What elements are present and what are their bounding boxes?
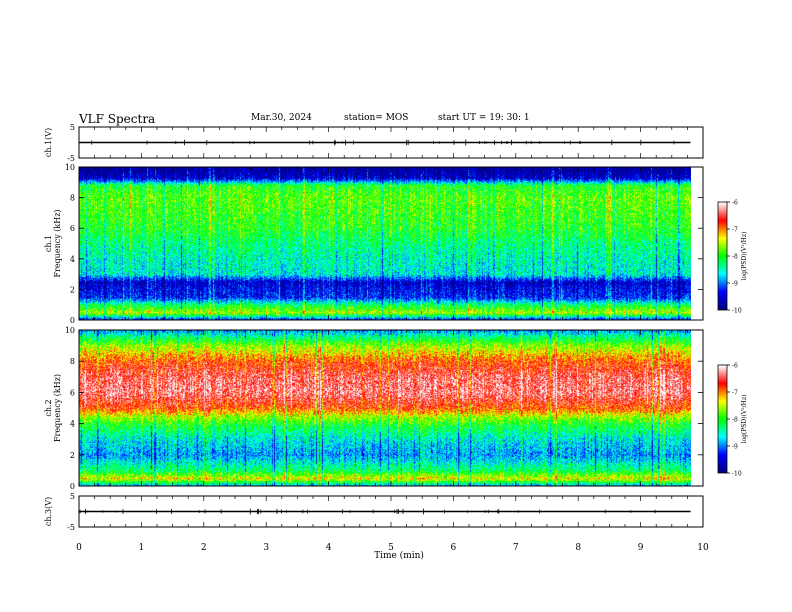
colorbar-tick-label: -9 bbox=[732, 281, 738, 288]
y-tick-label: 2 bbox=[70, 451, 75, 460]
y-tick-label: 6 bbox=[70, 224, 75, 233]
y-tick-label: -5 bbox=[67, 523, 75, 532]
y-axis-label: Frequency (kHz) bbox=[53, 374, 62, 442]
x-tick-label: 6 bbox=[451, 543, 457, 553]
plot-title: VLF Spectra bbox=[79, 112, 156, 126]
start-ut-label: start UT = 19: 30: 1 bbox=[438, 113, 530, 123]
y-tick-label: 10 bbox=[65, 326, 75, 335]
colorbar-tick-label: -7 bbox=[732, 390, 738, 397]
colorbar-tick-label: -10 bbox=[732, 471, 742, 478]
y-tick-label: 0 bbox=[70, 482, 75, 491]
x-tick-label: 0 bbox=[76, 543, 82, 553]
colorbar-label: log(PSD)(V²/Hz) bbox=[741, 232, 748, 281]
y-axis-label: ch.2 bbox=[44, 399, 53, 416]
x-tick-label: 9 bbox=[638, 543, 644, 553]
y-tick-label: 0 bbox=[70, 316, 75, 325]
y-tick-label: 8 bbox=[70, 194, 75, 203]
x-tick-label: 7 bbox=[513, 543, 519, 553]
colorbar-tick-label: -7 bbox=[732, 227, 738, 234]
y-tick-label: 6 bbox=[70, 388, 75, 397]
y-tick-label: 2 bbox=[70, 285, 75, 294]
y-axis-label: ch.1 bbox=[44, 235, 53, 252]
date-label: Mar.30, 2024 bbox=[251, 113, 312, 123]
x-tick-label: 1 bbox=[139, 543, 145, 553]
spectrogram-layer bbox=[79, 167, 727, 486]
station-label: station= MOS bbox=[344, 113, 409, 123]
y-tick-label: 8 bbox=[70, 357, 75, 366]
colorbar-tick-label: -9 bbox=[732, 444, 738, 451]
colorbar-tick-label: -10 bbox=[732, 308, 742, 315]
x-tick-label: 10 bbox=[697, 543, 709, 553]
y-tick-label: 4 bbox=[70, 255, 75, 264]
x-axis-label: Time (min) bbox=[374, 550, 424, 561]
y-tick-label: 5 bbox=[70, 492, 75, 501]
colorbar-tick-label: -6 bbox=[732, 363, 738, 370]
ch1-colorbar bbox=[718, 202, 727, 310]
y-tick-label: 10 bbox=[65, 163, 75, 172]
x-tick-label: 8 bbox=[575, 543, 581, 553]
y-axis-label: ch.3(V) bbox=[44, 497, 53, 526]
colorbar-label: log(PSD)(V²/Hz) bbox=[741, 395, 748, 444]
colorbar-tick-label: -8 bbox=[732, 254, 738, 261]
y-tick-label: -5 bbox=[67, 154, 75, 163]
ch1-spectrogram bbox=[79, 167, 691, 320]
colorbar-tick-label: -8 bbox=[732, 417, 738, 424]
y-tick-label: 5 bbox=[70, 123, 75, 132]
x-tick-label: 4 bbox=[326, 543, 332, 553]
y-axis-label: Frequency (kHz) bbox=[53, 209, 62, 277]
colorbar-tick-label: -6 bbox=[732, 200, 738, 207]
y-tick-label: 4 bbox=[70, 420, 75, 429]
x-tick-label: 5 bbox=[388, 543, 394, 553]
ch2-spectrogram bbox=[79, 330, 691, 486]
x-tick-label: 2 bbox=[201, 543, 207, 553]
ch2-colorbar bbox=[718, 365, 727, 473]
y-axis-label: ch.1(V) bbox=[44, 128, 53, 157]
x-tick-label: 3 bbox=[263, 543, 269, 553]
